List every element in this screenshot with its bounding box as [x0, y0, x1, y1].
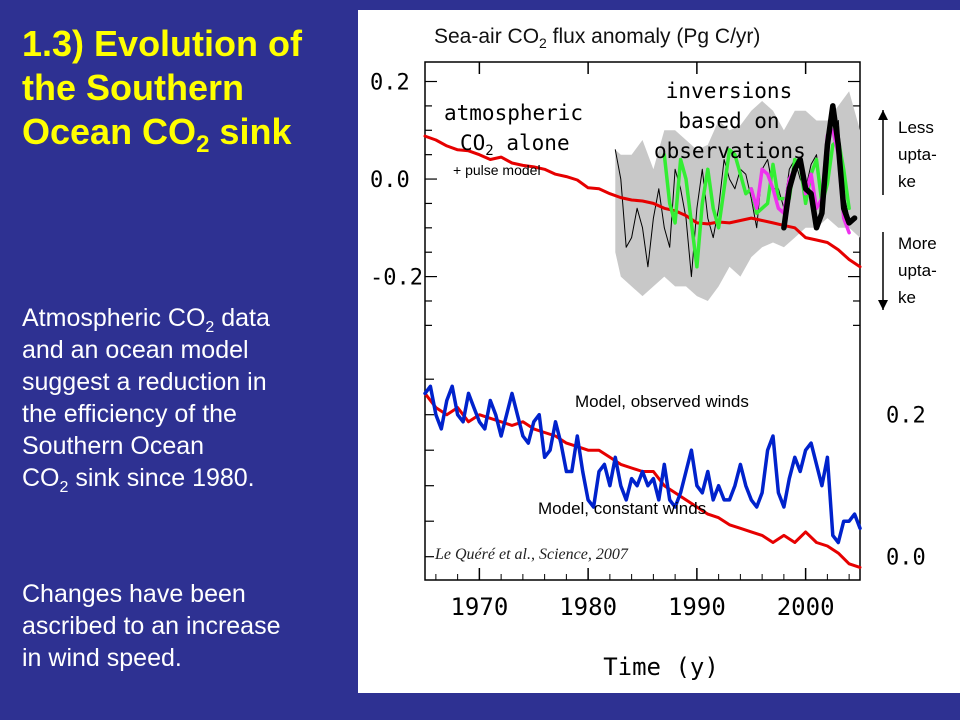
- lower-y-tick-label: 0.0: [886, 546, 926, 571]
- more-uptake-line-2: upta-: [898, 261, 937, 280]
- lower-y-tick-label: 0.2: [886, 404, 926, 429]
- annotation-atmospheric-subscript: 2: [485, 143, 494, 160]
- chart-title-subscript: 2: [539, 35, 547, 52]
- annotation-atmospheric: atmospheric CO2 alone: [444, 98, 583, 166]
- para1-line-6-end: sink since 1980.: [68, 464, 255, 492]
- annotation-inversions: inversions based on observations: [654, 76, 806, 166]
- para1-line-6: CO: [22, 464, 60, 492]
- upper-y-tick-label: -0.2: [370, 266, 423, 291]
- para1-line-5: Southern Ocean: [22, 432, 205, 460]
- citation: Le Quéré et al., Science, 2007: [435, 546, 628, 563]
- less-uptake-line-3: ke: [898, 172, 916, 191]
- chart-title-text-end: flux anomaly (Pg C/yr): [546, 25, 761, 48]
- less-uptake-line-2: upta-: [898, 145, 937, 164]
- para1-line-2: and an ocean model: [22, 336, 249, 364]
- chart-panel: Sea-air CO2 flux anomaly (Pg C/yr) 1970 1…: [358, 10, 960, 693]
- title-line-3: Ocean CO: [22, 111, 197, 152]
- x-axis-label: Time (y): [603, 653, 719, 681]
- annotation-inversions-line-2: based on: [678, 109, 780, 133]
- annotation-pulse-model: + pulse model: [453, 162, 541, 178]
- more-uptake-label: More upta- ke: [898, 230, 937, 311]
- chart-title: Sea-air CO2 flux anomaly (Pg C/yr): [434, 25, 760, 51]
- x-tick-label-1980: 1980: [559, 593, 617, 621]
- para1-line-4: the efficiency of the: [22, 400, 237, 428]
- pulse-model-line: [614, 120, 850, 278]
- para1-line-1-end: data: [214, 304, 270, 332]
- annotation-atmospheric-line-2-end: alone: [493, 131, 570, 155]
- more-uptake-line-3: ke: [898, 288, 916, 307]
- title-line-1: 1.3) Evolution of: [22, 23, 303, 64]
- slide-title: 1.3) Evolution of the Southern Ocean CO2…: [22, 22, 362, 167]
- para2-line-2: ascribed to an increase: [22, 612, 281, 640]
- para2-line-1: Changes have been: [22, 580, 246, 608]
- para1-subscript-2: 2: [59, 479, 69, 496]
- inversion-green-line: [662, 138, 851, 269]
- para1-line-1: Atmospheric CO: [22, 304, 206, 332]
- annotation-atmospheric-line-2: CO: [460, 131, 486, 155]
- more-uptake-line-1: More: [898, 234, 937, 253]
- x-tick-label-1990: 1990: [668, 593, 726, 621]
- upper-y-tick-label: 0.2: [370, 71, 410, 96]
- flux-chart: 1970 1980 1990 2000 Time (y) 0.2 0.0 -0.2 0.2 0.0: [370, 61, 926, 681]
- plot-frame: [424, 61, 861, 581]
- more-uptake-arrow-head: [878, 300, 888, 310]
- paragraph-wind: Changes have been ascribed to an increas…: [22, 578, 362, 674]
- title-line-2: the Southern: [22, 67, 244, 108]
- inversion-uncertainty-band: [615, 91, 860, 301]
- upper-y-tick-label: 0.0: [370, 168, 410, 193]
- constant-winds-label: Model, constant winds: [538, 499, 707, 518]
- annotation-inversions-line-1: inversions: [665, 79, 793, 103]
- annotation-inversions-line-3: observations: [654, 139, 806, 163]
- x-tick-label-2000: 2000: [777, 593, 835, 621]
- annotation-atmospheric-line-1: atmospheric: [444, 101, 584, 125]
- less-uptake-label: Less upta- ke: [898, 114, 937, 195]
- inversion-black-line: [781, 103, 858, 231]
- para1-line-3: suggest a reduction in: [22, 368, 267, 396]
- title-subscript: 2: [196, 131, 210, 159]
- para1-subscript: 2: [205, 319, 215, 336]
- x-tick-label-1970: 1970: [450, 593, 508, 621]
- chart-title-text: Sea-air CO: [434, 25, 540, 48]
- less-uptake-line-1: Less: [898, 118, 934, 137]
- observed-winds-line: [423, 384, 862, 545]
- less-uptake-arrow-head: [878, 110, 888, 120]
- atmospheric-co2-line: [423, 134, 862, 269]
- para2-line-3: in wind speed.: [22, 644, 182, 672]
- constant-winds-line: [423, 391, 862, 569]
- title-line-3-end: sink: [209, 111, 292, 152]
- observed-winds-label: Model, observed winds: [575, 392, 749, 411]
- paragraph-summary: Atmospheric CO2 data and an ocean model …: [22, 302, 362, 496]
